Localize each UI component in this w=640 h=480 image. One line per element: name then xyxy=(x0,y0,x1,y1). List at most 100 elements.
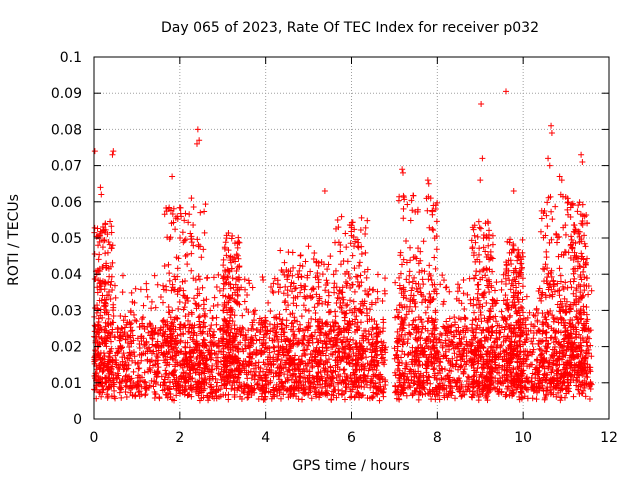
data-point xyxy=(213,351,220,358)
data-point xyxy=(357,272,364,279)
data-point xyxy=(409,284,416,291)
data-point xyxy=(429,226,436,233)
data-point xyxy=(482,248,489,255)
data-point xyxy=(306,384,313,391)
data-point xyxy=(95,277,102,284)
data-point xyxy=(302,295,309,302)
data-point xyxy=(477,301,484,308)
data-point xyxy=(535,327,542,334)
data-point xyxy=(407,349,414,356)
data-point xyxy=(273,357,280,364)
data-point xyxy=(260,336,267,343)
data-point xyxy=(425,276,432,283)
data-point xyxy=(294,385,301,392)
data-point xyxy=(343,244,350,251)
data-point xyxy=(231,240,238,247)
data-point xyxy=(217,386,224,393)
data-point xyxy=(221,244,228,251)
data-point xyxy=(423,195,430,202)
data-point xyxy=(192,300,199,307)
data-point xyxy=(111,387,118,394)
data-point xyxy=(562,303,569,310)
data-point xyxy=(130,368,137,375)
data-point xyxy=(130,379,137,386)
data-point xyxy=(400,256,407,263)
data-point xyxy=(381,346,388,353)
data-point xyxy=(471,372,478,379)
data-point xyxy=(242,358,249,365)
data-point xyxy=(361,268,368,275)
data-point xyxy=(121,354,128,361)
data-point xyxy=(122,382,129,389)
data-point xyxy=(355,283,362,290)
data-point xyxy=(116,389,123,396)
data-point xyxy=(225,349,232,356)
data-point xyxy=(543,212,550,219)
data-point xyxy=(477,276,484,283)
data-point xyxy=(152,304,159,311)
data-point xyxy=(446,315,453,322)
data-point xyxy=(141,369,148,376)
data-point xyxy=(252,307,259,314)
data-point xyxy=(515,325,522,332)
data-point xyxy=(303,293,310,300)
data-point xyxy=(168,220,175,227)
data-point xyxy=(364,291,371,298)
data-point xyxy=(549,312,556,319)
data-point xyxy=(554,280,561,287)
data-point xyxy=(166,270,173,277)
data-point xyxy=(103,296,110,303)
data-point xyxy=(290,392,297,399)
data-point xyxy=(314,269,321,276)
data-point xyxy=(280,365,287,372)
data-point xyxy=(543,338,550,345)
data-point xyxy=(202,310,209,317)
data-point xyxy=(339,300,346,307)
data-point xyxy=(250,325,257,332)
data-point xyxy=(233,267,240,274)
data-point xyxy=(311,249,318,256)
data-point xyxy=(270,343,277,350)
data-point xyxy=(166,277,173,284)
data-point xyxy=(182,253,189,260)
data-point xyxy=(411,379,418,386)
data-point xyxy=(187,367,194,374)
data-point xyxy=(97,364,104,371)
data-point xyxy=(555,340,562,347)
data-point xyxy=(348,224,355,231)
data-point xyxy=(121,324,128,331)
data-point xyxy=(470,361,477,368)
data-point xyxy=(425,356,432,363)
data-point xyxy=(498,308,505,315)
data-point xyxy=(346,346,353,353)
data-point xyxy=(365,367,372,374)
data-point xyxy=(252,368,259,375)
data-point xyxy=(220,280,227,287)
data-point xyxy=(560,307,567,314)
data-point xyxy=(294,318,301,325)
data-point xyxy=(201,385,208,392)
data-point xyxy=(269,337,276,344)
data-point xyxy=(245,277,252,284)
data-point xyxy=(412,334,419,341)
data-point xyxy=(396,282,403,289)
data-point xyxy=(298,273,305,280)
data-point xyxy=(391,345,398,352)
data-point xyxy=(234,300,241,307)
data-point xyxy=(362,287,369,294)
data-point xyxy=(219,342,226,349)
data-point xyxy=(472,239,479,246)
data-point xyxy=(98,297,105,304)
data-point xyxy=(282,283,289,290)
data-point xyxy=(471,232,478,239)
data-point xyxy=(561,372,568,379)
data-point xyxy=(228,367,235,374)
data-point xyxy=(456,335,463,342)
data-point xyxy=(557,374,564,381)
data-point xyxy=(374,338,381,345)
data-point xyxy=(350,381,357,388)
data-point xyxy=(102,319,109,326)
data-point xyxy=(359,343,366,350)
data-point xyxy=(426,374,433,381)
data-point xyxy=(187,230,194,237)
